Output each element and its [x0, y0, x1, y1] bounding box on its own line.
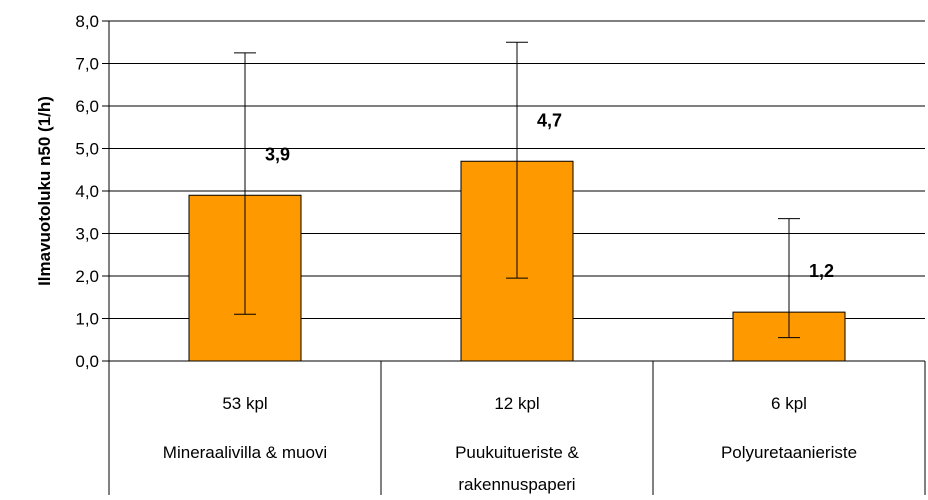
y-tick-label: 8,0: [75, 12, 99, 31]
y-tick-label: 2,0: [75, 267, 99, 286]
data-labels: 3,9 4,7 1,2: [265, 110, 834, 281]
y-tick-label: 5,0: [75, 140, 99, 159]
category-count: 53 kpl: [222, 394, 267, 413]
data-label: 1,2: [809, 261, 834, 281]
category-name: Polyuretaanieriste: [721, 443, 857, 462]
category-table: 53 kpl Mineraalivilla & muovi 12 kpl Puukui…: [163, 361, 926, 495]
y-tick-label: 6,0: [75, 97, 99, 116]
category-name: Mineraalivilla & muovi: [163, 443, 327, 462]
y-tick-label: 0,0: [75, 352, 99, 371]
category-count: 12 kpl: [494, 394, 539, 413]
data-label: 4,7: [537, 110, 562, 130]
category-count: 6 kpl: [771, 394, 807, 413]
data-label: 3,9: [265, 144, 290, 164]
error-bars: [234, 41, 800, 339]
y-tick-label: 1,0: [75, 310, 99, 329]
y-tick-label: 7,0: [75, 55, 99, 74]
category-name: Puukuitueriste &: [455, 443, 579, 462]
axes: 0,0 1,0 2,0 3,0 4,0 5,0 6,0 7,0 8,0: [75, 12, 925, 495]
y-tick-label: 4,0: [75, 182, 99, 201]
y-tick-label: 3,0: [75, 225, 99, 244]
y-axis-title: Ilmavuotoluku n50 (1/h): [35, 96, 54, 286]
category-name: rakennuspaperi: [458, 475, 575, 494]
